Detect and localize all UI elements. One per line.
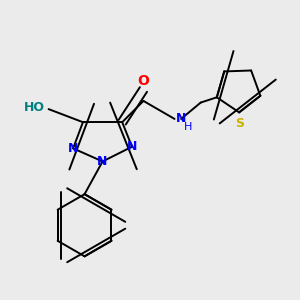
- Text: S: S: [235, 117, 244, 130]
- Text: N: N: [176, 112, 187, 125]
- Text: O: O: [137, 74, 149, 88]
- Text: N: N: [98, 155, 108, 168]
- Text: N: N: [68, 142, 78, 155]
- Text: N: N: [127, 140, 137, 153]
- Text: H: H: [184, 122, 193, 132]
- Text: HO: HO: [24, 101, 45, 114]
